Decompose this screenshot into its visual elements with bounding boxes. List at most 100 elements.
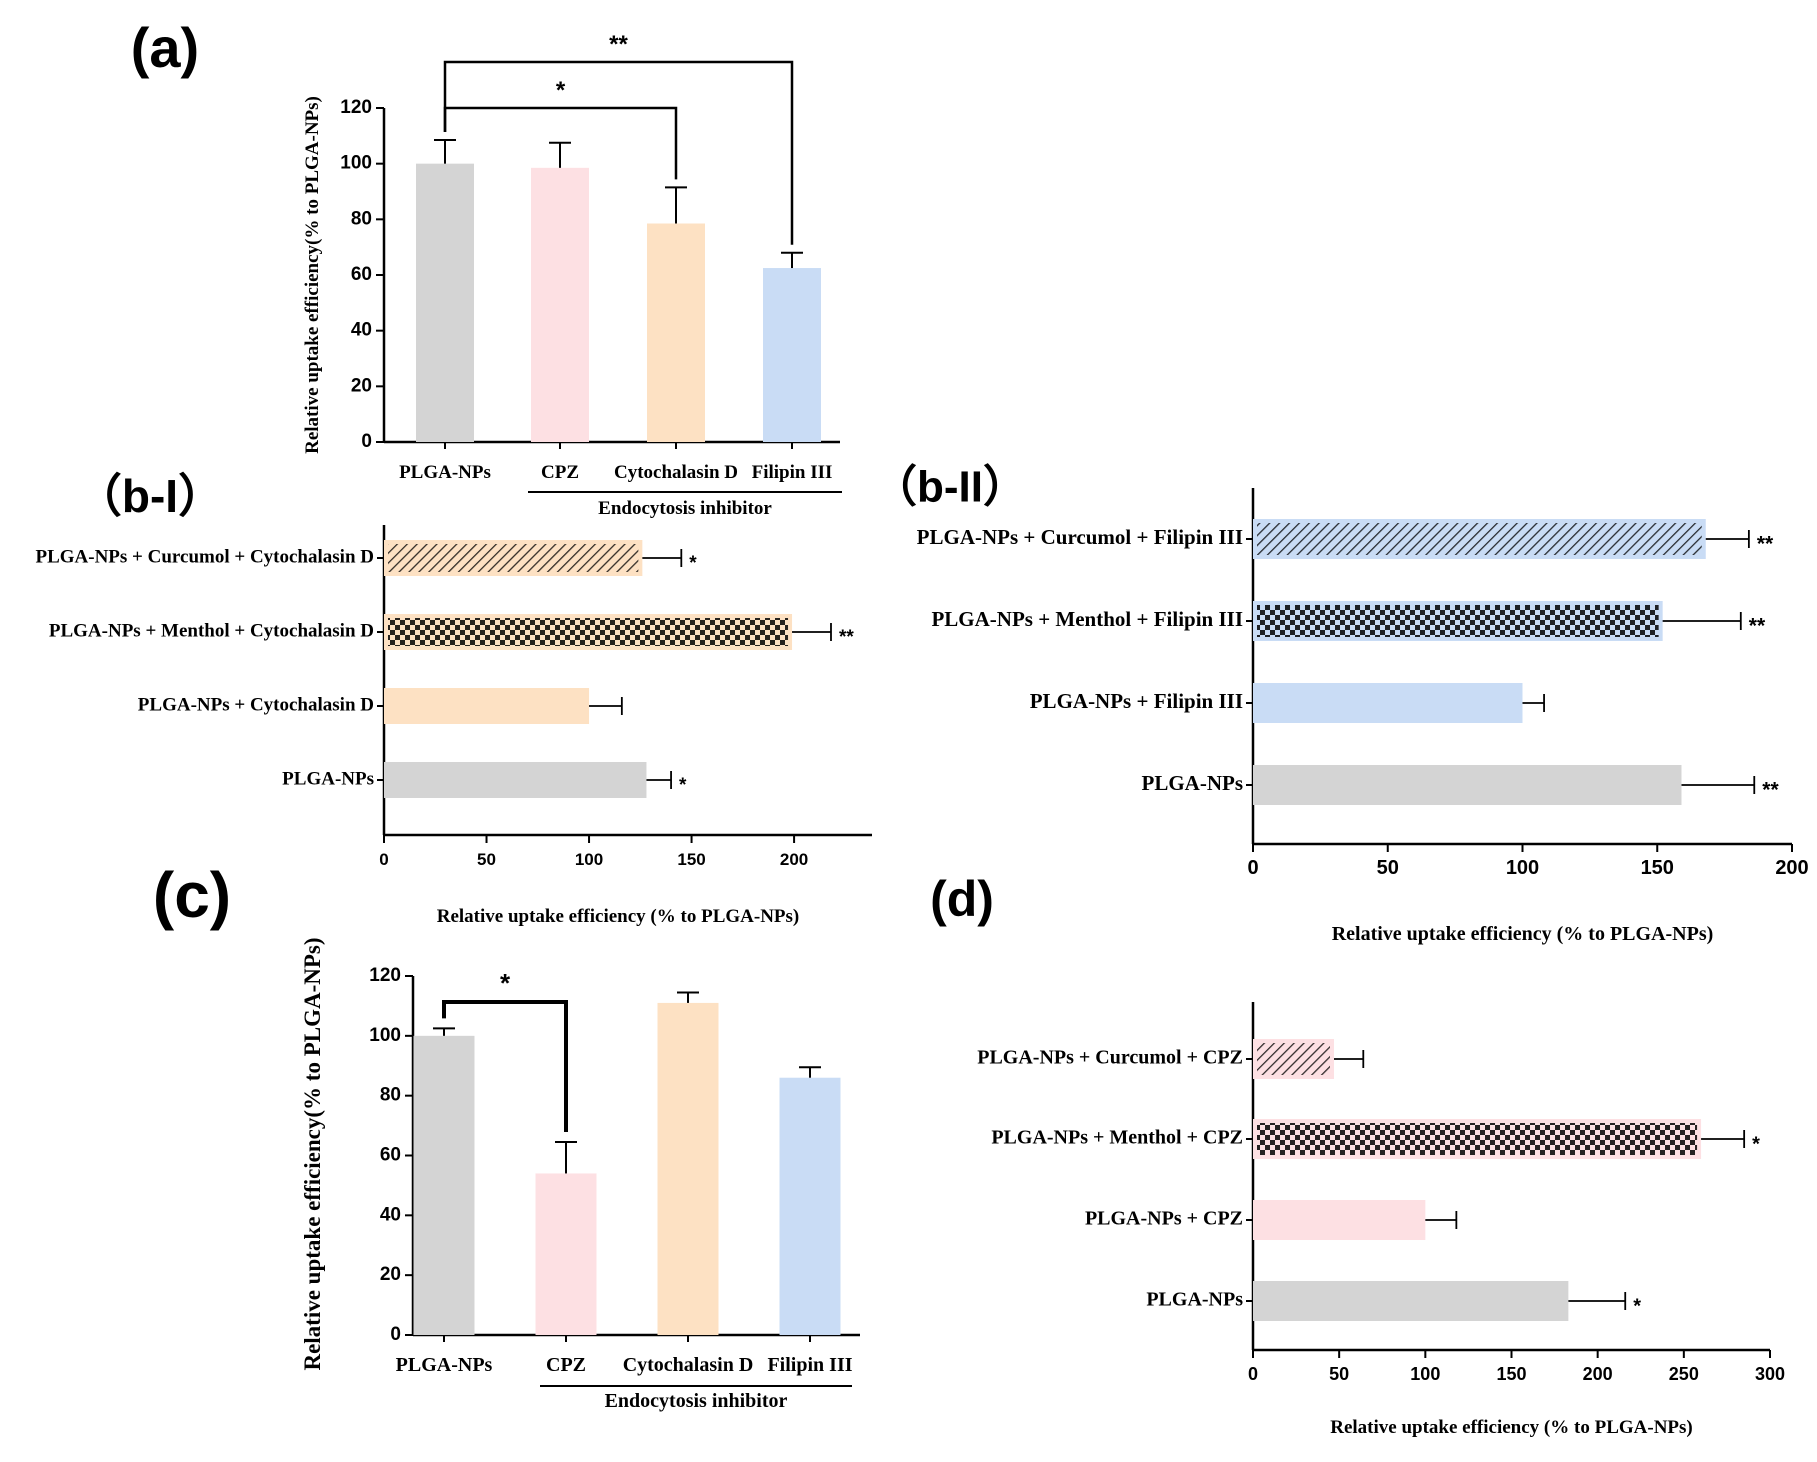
significance-mark: * <box>500 968 511 998</box>
chart-c: (c) 0 20 40 60 80 100 120 PLGA-NPs CPZ Cytochalasi… <box>153 859 860 1412</box>
significance-mark: * <box>689 553 697 574</box>
category-label: CPZ <box>546 1354 586 1376</box>
chart-b1: （b-I） 0 50 100 150 200 PLGA-NPs + Curcumol + C… <box>35 470 872 927</box>
significance-mark: ** <box>1757 533 1774 556</box>
panel-label: （b-II） <box>873 463 1027 512</box>
significance-mark: * <box>556 77 566 104</box>
bar-plga-nps-cpz <box>1253 1200 1426 1240</box>
bar-plga-nps <box>413 1035 475 1335</box>
chart-layer: (a) 0 20 40 60 80 100 120 PLGA-NPs CPZ Cytochalasi… <box>35 16 1808 1438</box>
y-tick-label: 20 <box>351 375 372 396</box>
x-tick-label: 100 <box>1410 1364 1440 1384</box>
bar-cpz <box>535 1173 597 1335</box>
bar-plga-nps <box>1253 765 1682 805</box>
bar-pattern-check <box>1257 1123 1698 1155</box>
x-tick-label: 50 <box>477 850 496 869</box>
bar-cytochalasin-d <box>657 1002 719 1335</box>
x-tick-label: 100 <box>575 850 603 869</box>
category-label: PLGA-NPs + Menthol + Filipin III <box>931 607 1243 631</box>
x-tick-label: 0 <box>379 850 388 869</box>
significance-mark: ** <box>1749 615 1766 638</box>
x-tick-label: 150 <box>1641 857 1674 879</box>
bar-pattern-check <box>1257 605 1659 637</box>
x-axis-label: Relative uptake efficiency (% to PLGA-NP… <box>1330 1417 1693 1438</box>
y-tick-label: 20 <box>380 1264 401 1285</box>
bar-cytochalasin-d <box>647 223 705 442</box>
y-axis-label: Relative uptake efficiency(% to PLGA-NPs… <box>302 96 323 454</box>
y-tick-label: 60 <box>380 1145 401 1166</box>
bar-pattern-hatch <box>1257 523 1702 555</box>
significance-mark: ** <box>839 627 854 648</box>
panel-label: (d) <box>930 871 994 927</box>
significance-bracket <box>442 1000 568 1133</box>
y-tick-label: 100 <box>369 1025 401 1046</box>
category-label: CPZ <box>541 462 579 483</box>
x-axis-label: Relative uptake efficiency (% to PLGA-NP… <box>1332 923 1714 945</box>
y-tick-label: 40 <box>351 320 372 341</box>
x-tick-label: 200 <box>780 850 808 869</box>
group-label: Endocytosis inhibitor <box>598 498 772 519</box>
x-tick-label: 100 <box>1506 857 1539 879</box>
x-tick-label: 200 <box>1583 1364 1613 1384</box>
category-label: PLGA-NPs <box>1146 1289 1243 1311</box>
y-tick-label: 120 <box>340 97 372 118</box>
bar-pattern-hatch <box>388 544 639 572</box>
bar-pattern-check <box>388 618 789 646</box>
bar-filipin-iii <box>779 1077 841 1335</box>
y-tick-label: 0 <box>390 1324 401 1345</box>
y-tick-label: 100 <box>340 153 372 174</box>
category-label: Filipin III <box>767 1354 852 1376</box>
x-tick-label: 150 <box>677 850 705 869</box>
x-tick-label: 150 <box>1496 1364 1526 1384</box>
category-label: PLGA-NPs + Curcumol + Cytochalasin D <box>35 546 374 567</box>
group-label: Endocytosis inhibitor <box>605 1390 788 1412</box>
category-label: PLGA-NPs + Curcumol + CPZ <box>977 1047 1243 1069</box>
significance-mark: * <box>1752 1133 1760 1155</box>
y-tick-label: 0 <box>361 431 372 452</box>
chart-b2: （b-II） 0 50 100 150 200 PLGA-NPs + Curcumol + … <box>873 463 1809 945</box>
category-label: PLGA-NPs + Cytochalasin D <box>138 694 374 715</box>
x-tick-label: 300 <box>1755 1364 1785 1384</box>
category-label: PLGA-NPs + Menthol + CPZ <box>991 1127 1243 1149</box>
x-tick-label: 200 <box>1775 857 1808 879</box>
category-label: PLGA-NPs <box>399 462 491 483</box>
x-tick-label: 50 <box>1329 1364 1349 1384</box>
x-tick-label: 250 <box>1669 1364 1699 1384</box>
bar-plga-nps <box>416 163 474 442</box>
y-axis-label: Relative uptake efficiency(% to PLGA-NPs… <box>300 937 325 1370</box>
bar-cpz <box>531 167 589 442</box>
category-label: PLGA-NPs + Filipin III <box>1030 689 1243 713</box>
x-tick-label: 0 <box>1248 1364 1258 1384</box>
panel-label: (a) <box>131 16 199 79</box>
bar-pattern-hatch <box>1257 1043 1330 1075</box>
y-tick-label: 80 <box>351 208 372 229</box>
bar-plga-nps-cytochalasin-d <box>384 688 590 724</box>
bar-plga-nps <box>1253 1281 1569 1321</box>
category-label: PLGA-NPs <box>282 768 374 789</box>
significance-mark: ** <box>1762 779 1779 802</box>
bar-plga-nps <box>384 762 647 798</box>
bar-plga-nps-filipin-iii <box>1253 683 1523 723</box>
category-label: PLGA-NPs + Menthol + Cytochalasin D <box>49 620 374 641</box>
significance-mark: * <box>1633 1295 1641 1317</box>
significance-mark: ** <box>609 31 628 58</box>
panel-label: （b-I） <box>76 470 224 522</box>
category-label: PLGA-NPs <box>396 1354 493 1376</box>
significance-bracket <box>443 60 794 245</box>
chart-d: (d) 0 50 100 150 200 250 300 PLGA-NPs + Curcumol… <box>930 871 1785 1438</box>
category-label: PLGA-NPs <box>1142 771 1244 795</box>
category-label: Cytochalasin D <box>614 462 738 483</box>
x-tick-label: 50 <box>1377 857 1399 879</box>
category-label: Cytochalasin D <box>623 1354 754 1376</box>
bar-filipin-iii <box>763 268 821 442</box>
x-axis-label: Relative uptake efficiency (% to PLGA-NP… <box>437 906 800 927</box>
y-tick-label: 40 <box>380 1204 401 1225</box>
significance-mark: * <box>679 775 687 796</box>
category-label: Filipin III <box>752 462 833 483</box>
y-tick-label: 120 <box>369 965 401 986</box>
x-tick-label: 0 <box>1247 857 1258 879</box>
y-tick-label: 80 <box>380 1085 401 1106</box>
panel-label: (c) <box>153 859 231 931</box>
y-tick-label: 60 <box>351 264 372 285</box>
